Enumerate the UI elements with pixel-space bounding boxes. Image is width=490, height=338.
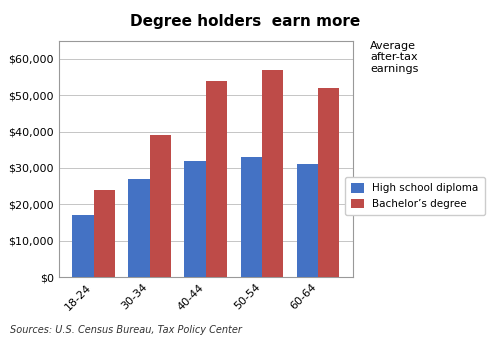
- Bar: [262, 70, 283, 277]
- Text: Sources: U.S. Census Bureau, Tax Policy Center: Sources: U.S. Census Bureau, Tax Policy …: [10, 324, 242, 335]
- Legend: High school diploma, Bachelor’s degree: High school diploma, Bachelor’s degree: [345, 177, 485, 215]
- Bar: [128, 179, 149, 277]
- Bar: [206, 80, 227, 277]
- Bar: [318, 88, 340, 277]
- Text: Average
after-tax
earnings: Average after-tax earnings: [370, 41, 418, 74]
- Bar: [72, 215, 94, 277]
- Bar: [149, 135, 171, 277]
- Bar: [94, 190, 115, 277]
- Text: Degree holders  earn more: Degree holders earn more: [130, 14, 360, 28]
- Bar: [297, 164, 318, 277]
- Bar: [241, 157, 262, 277]
- Bar: [184, 161, 206, 277]
